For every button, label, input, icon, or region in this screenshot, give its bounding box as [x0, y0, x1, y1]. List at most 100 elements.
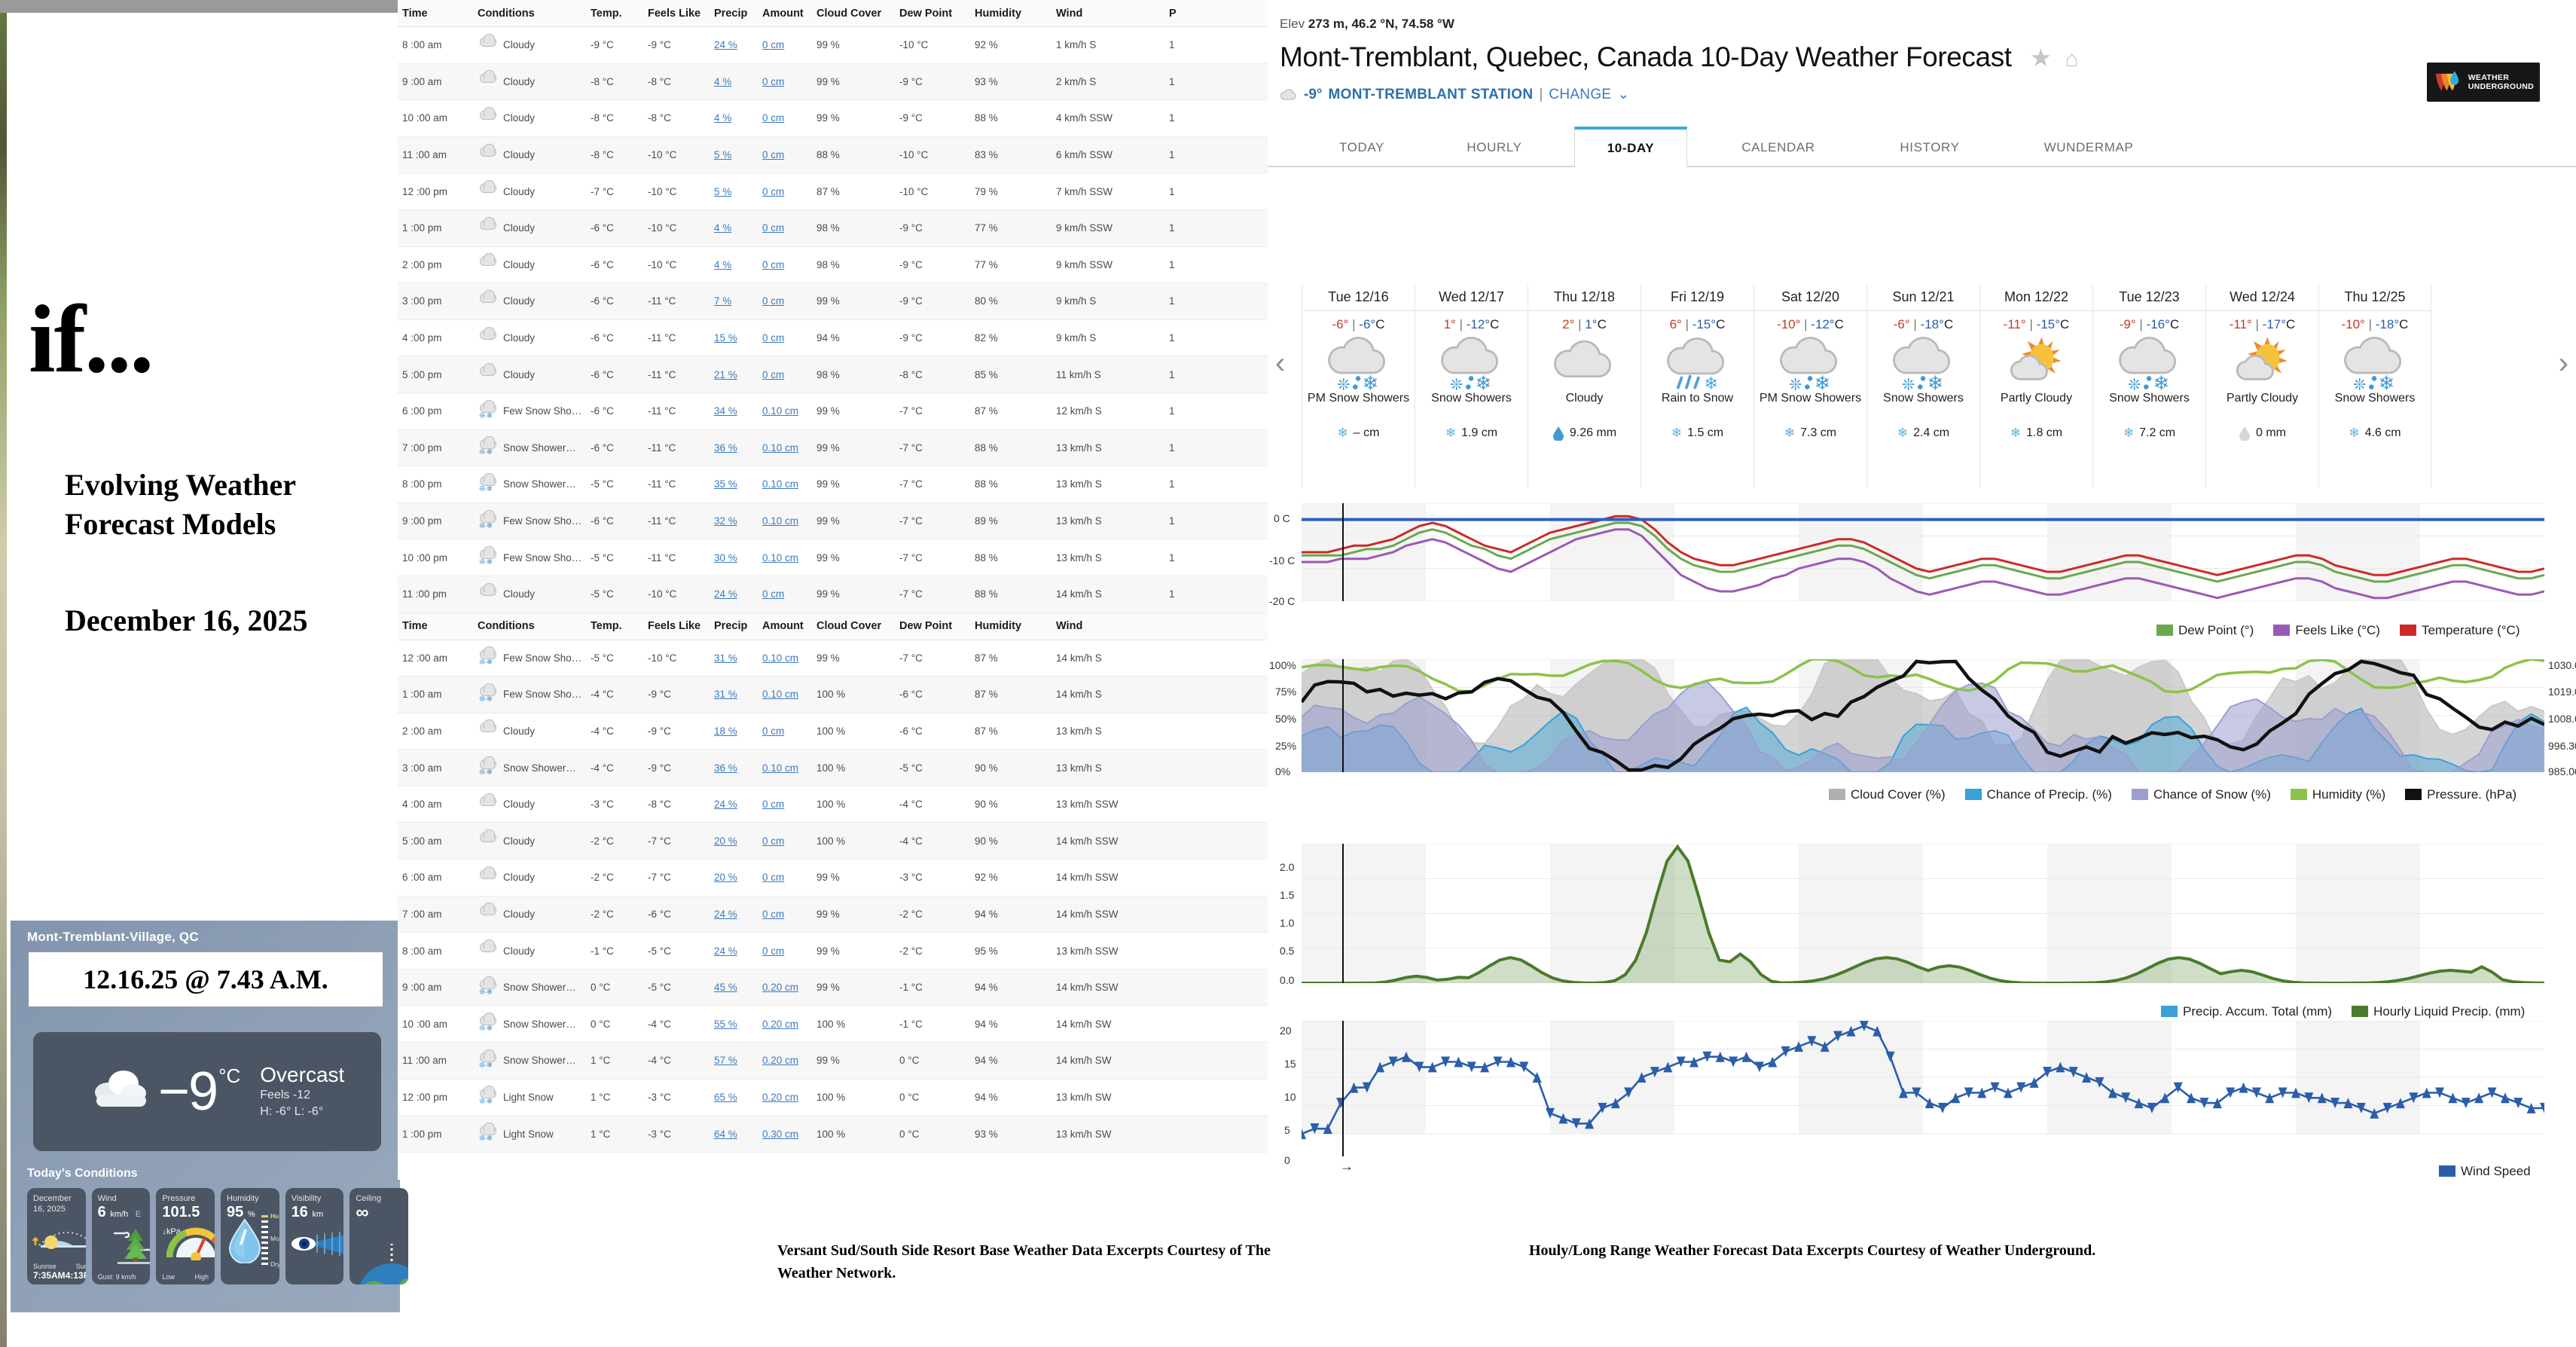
cell-precip[interactable]: 31 % [714, 652, 737, 664]
cell-amount[interactable]: 0 cm [762, 368, 785, 380]
day-card[interactable]: Fri 12/19 6° | -15°C ❄ Rain to Snow ❄ 1.5 cm [1641, 285, 1753, 488]
tile-humidity[interactable]: Humidity 95 % Humid Moderate Dr [221, 1188, 279, 1284]
cell-precip[interactable]: 32 % [714, 515, 737, 527]
tab-history[interactable]: HISTORY [1900, 140, 1960, 154]
cell-amount[interactable]: 0 cm [762, 222, 785, 234]
cell-precip[interactable]: 24 % [714, 39, 737, 51]
cell-precip[interactable]: 24 % [714, 908, 737, 920]
cell-amount[interactable]: 0 cm [762, 799, 785, 811]
tile-wind[interactable]: Wind 6 km/h E Gust: 9 km/h [91, 1188, 151, 1284]
table-row[interactable]: 1 :00 pm ❊·❄ Light Snow 1 °C -3 °C 64 % 0.30 c… [398, 1116, 1268, 1153]
cell-amount[interactable]: 0.10 cm [762, 689, 799, 701]
cell-amount[interactable]: 0 cm [762, 872, 785, 884]
cell-precip[interactable]: 35 % [714, 478, 737, 490]
cell-amount[interactable]: 0 cm [762, 908, 785, 920]
table-row[interactable]: 8 :00 am Cloudy -1 °C -5 °C 24 % 0 cm 99 % -2 °… [398, 933, 1268, 970]
table-row[interactable]: 4 :00 pm Cloudy -6 °C -11 °C 15 % 0 cm 94 % -9 … [398, 320, 1268, 357]
cell-amount[interactable]: 0.20 cm [762, 1018, 799, 1030]
cell-precip[interactable]: 64 % [714, 1128, 737, 1140]
cell-amount[interactable]: 0.10 cm [762, 515, 799, 527]
cell-amount[interactable]: 0.20 cm [762, 982, 799, 994]
cell-precip[interactable]: 15 % [714, 332, 737, 344]
cell-precip[interactable]: 4 % [714, 258, 732, 270]
cell-amount[interactable]: 0 cm [762, 295, 785, 307]
day-card[interactable]: Tue 12/16 -6° | -6°C ❊ ❄ PM Snow Showers ❄ – c… [1302, 285, 1415, 488]
tab-hourly[interactable]: HOURLY [1467, 140, 1522, 154]
prev-days-arrow[interactable]: ‹ [1275, 347, 1286, 380]
chevron-down-icon[interactable]: ⌄ [1617, 87, 1630, 102]
table-row[interactable]: 7 :00 am Cloudy -2 °C -6 °C 24 % 0 cm 99 % -2 °… [398, 896, 1268, 933]
table-row[interactable]: 11 :00 pm Cloudy -5 °C -10 °C 24 % 0 cm 99 % -7… [398, 576, 1268, 613]
day-card[interactable]: Wed 12/24 -11° | -17°C Partly Cloudy 0 mm [2205, 285, 2318, 488]
cell-precip[interactable]: 7 % [714, 295, 732, 307]
table-row[interactable]: 10 :00 am Cloudy -8 °C -8 °C 4 % 0 cm 99 % -9 °… [398, 100, 1268, 137]
weather-underground-panel[interactable]: Elev 273 m, 46.2 °N, 74.58 °W Mont-Tremb… [1268, 0, 2576, 1205]
cell-amount[interactable]: 0.10 cm [762, 551, 799, 564]
cell-amount[interactable]: 0 cm [762, 945, 785, 957]
day-card[interactable]: Mon 12/22 -11° | -15°C Partly Cloudy ❄ 1.8 c… [1979, 285, 2092, 488]
cell-precip[interactable]: 24 % [714, 799, 737, 811]
cell-amount[interactable]: 0.10 cm [762, 405, 799, 417]
tab-10-day[interactable]: 10-DAY [1574, 127, 1687, 167]
table-row[interactable]: 4 :00 am Cloudy -3 °C -8 °C 24 % 0 cm 100 % -4 … [398, 787, 1268, 823]
station-selector[interactable]: -9° MONT-TREMBLANT STATION | CHANGE ⌄ [1280, 86, 1630, 103]
cell-precip[interactable]: 5 % [714, 149, 732, 161]
day-card[interactable]: Sat 12/20 -10° | -12°C ❊ ❄ PM Snow Showers ❄ 7… [1753, 285, 1866, 488]
cell-amount[interactable]: 0 cm [762, 588, 785, 600]
cell-amount[interactable]: 0 cm [762, 258, 785, 270]
cell-precip[interactable]: 31 % [714, 689, 737, 701]
table-row[interactable]: 3 :00 am ❊·❄ Snow Shower… -4 °C -9 °C 36 % 0.1… [398, 750, 1268, 787]
cell-precip[interactable]: 18 % [714, 725, 737, 737]
table-row[interactable]: 9 :00 am Cloudy -8 °C -8 °C 4 % 0 cm 99 % -9 °C… [398, 63, 1268, 101]
cell-precip[interactable]: 21 % [714, 368, 737, 380]
table-row[interactable]: 9 :00 pm ❊·❄ Few Snow Sho… -6 °C -11 °C 32 % 0… [398, 502, 1268, 540]
table-row[interactable]: 8 :00 am Cloudy -9 °C -9 °C 24 % 0 cm 99 % -10 … [398, 27, 1268, 64]
cell-precip[interactable]: 24 % [714, 945, 737, 957]
cell-precip[interactable]: 24 % [714, 588, 737, 600]
table-row[interactable]: 5 :00 pm Cloudy -6 °C -11 °C 21 % 0 cm 98 % -8 … [398, 356, 1268, 393]
cell-amount[interactable]: 0.10 cm [762, 478, 799, 490]
table-row[interactable]: 8 :00 pm ❊·❄ Snow Shower… -5 °C -11 °C 35 % 0.… [398, 466, 1268, 503]
day-card[interactable]: Wed 12/17 1° | -12°C ❊ ❄ Snow Showers ❄ 1.9 cm [1415, 285, 1528, 488]
table-row[interactable]: 1 :00 am ❊·❄ Few Snow Sho… -4 °C -9 °C 31 % 0.… [398, 677, 1268, 713]
table-row[interactable]: 11 :00 am Cloudy -8 °C -10 °C 5 % 0 cm 88 % -10… [398, 136, 1268, 174]
hourly-forecast-tables[interactable]: Time Conditions Temp. Feels Like Precip Amoun… [398, 0, 1268, 1180]
cell-amount[interactable]: 0.10 cm [762, 441, 799, 454]
tile-visibility[interactable]: Visibility 16 km [285, 1188, 344, 1284]
table-row[interactable]: 12 :00 pm ❊·❄ Light Snow 1 °C -3 °C 65 % 0.20 … [398, 1080, 1268, 1116]
station-name[interactable]: MONT-TREMBLANT STATION [1328, 86, 1534, 102]
cell-precip[interactable]: 57 % [714, 1055, 737, 1067]
cell-precip[interactable]: 20 % [714, 835, 737, 847]
cell-precip[interactable]: 55 % [714, 1018, 737, 1030]
cell-amount[interactable]: 0.20 cm [762, 1055, 799, 1067]
day-card[interactable]: Thu 12/25 -10° | -18°C ❊ ❄ Snow Showers ❄ 4.6 … [2318, 285, 2431, 488]
hourly-table-day1[interactable]: Time Conditions Temp. Feels Like Precip Amoun… [398, 0, 1268, 613]
cell-amount[interactable]: 0 cm [762, 332, 785, 344]
tab-calendar[interactable]: CALENDAR [1741, 140, 1815, 154]
table-row[interactable]: 12 :00 pm Cloudy -7 °C -10 °C 5 % 0 cm 87 % -10… [398, 173, 1268, 210]
table-row[interactable]: 7 :00 pm ❊·❄ Snow Shower… -6 °C -11 °C 36 % 0.… [398, 429, 1268, 467]
wu-tab-bar[interactable]: TODAY HOURLY 10-DAY CALENDAR HISTORY WUNDERMA… [1268, 127, 2576, 167]
tab-today[interactable]: TODAY [1339, 140, 1384, 154]
table-row[interactable]: 6 :00 pm ❊·❄ Few Snow Sho… -6 °C -11 °C 34 % 0… [398, 393, 1268, 430]
cell-amount[interactable]: 0.10 cm [762, 762, 799, 774]
cell-precip[interactable]: 20 % [714, 872, 737, 884]
day-card[interactable]: Tue 12/23 -9° | -16°C ❊ ❄ Snow Showers ❄ 7.2 c… [2092, 285, 2205, 488]
cell-amount[interactable]: 0 cm [762, 75, 785, 87]
day-card[interactable]: Sun 12/21 -6° | -18°C ❊ ❄ Snow Showers ❄ 2.4 c… [1866, 285, 1979, 488]
table-row[interactable]: 11 :00 am ❊·❄ Snow Shower… 1 °C -4 °C 57 % 0.2… [398, 1043, 1268, 1080]
next-days-arrow[interactable]: › [2558, 347, 2568, 380]
cell-amount[interactable]: 0 cm [762, 835, 785, 847]
ten-day-forecast-row[interactable]: Tue 12/16 -6° | -6°C ❊ ❄ PM Snow Showers ❄ – c… [1302, 285, 2544, 488]
table-row[interactable]: 5 :00 am Cloudy -2 °C -7 °C 20 % 0 cm 100 % -4 … [398, 823, 1268, 860]
cell-amount[interactable]: 0 cm [762, 185, 785, 197]
tile-ceiling[interactable]: Ceiling ∞ [349, 1188, 409, 1284]
hourly-table-day2[interactable]: Time Conditions Temp. Feels Like Precip Amoun… [398, 612, 1268, 1153]
cell-amount[interactable]: 0.20 cm [762, 1091, 799, 1103]
home-icon[interactable]: ⌂ [2065, 47, 2079, 72]
table-row[interactable]: 2 :00 pm Cloudy -6 °C -10 °C 4 % 0 cm 98 % -9 °… [398, 247, 1268, 284]
table-row[interactable]: 10 :00 am ❊·❄ Snow Shower… 0 °C -4 °C 55 % 0.2… [398, 1006, 1268, 1043]
day-card[interactable]: Thu 12/18 2° | 1°C Cloudy 9.26 mm [1528, 285, 1641, 488]
cell-precip[interactable]: 4 % [714, 75, 732, 87]
